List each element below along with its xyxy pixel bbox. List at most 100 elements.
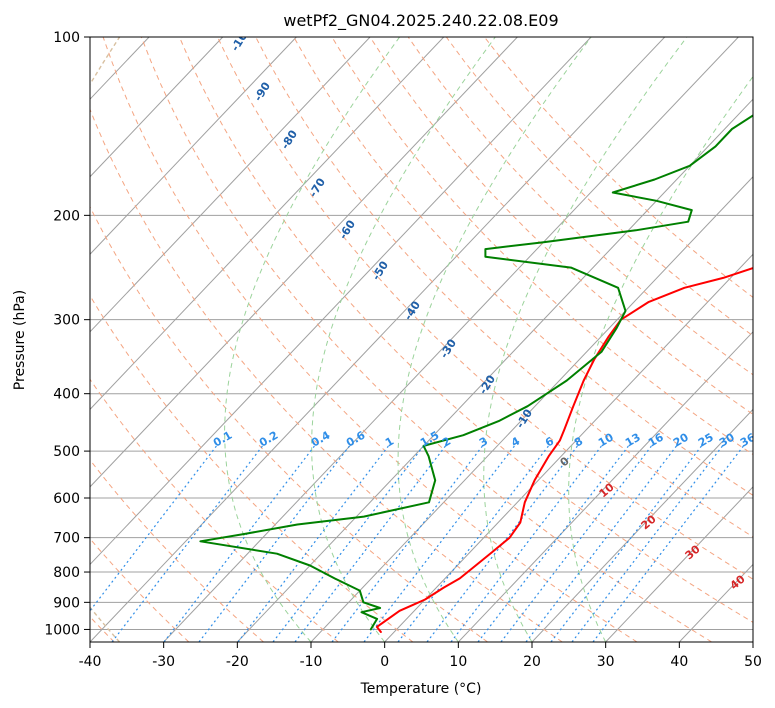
y-tick-label: 800 <box>53 565 80 581</box>
isotherm-line <box>90 37 666 642</box>
mixing-ratio-label: 3 <box>477 435 490 450</box>
dry-adiabat-label: -100 <box>229 23 255 54</box>
mixing-ratio-line <box>525 443 679 642</box>
mixing-ratio-line <box>426 443 580 642</box>
dry-adiabat-line <box>140 37 712 642</box>
mixing-ratio-line <box>163 443 317 642</box>
mixing-ratio-line <box>272 443 426 642</box>
mixing-ratio-label: 1 <box>383 435 396 450</box>
dry-adiabat-line <box>90 205 488 642</box>
y-axis-ticks: 100 200 300 400 500 600 700 800 900 1000 <box>44 30 90 638</box>
dry-adiabat-line <box>178 37 753 623</box>
y-tick-label: 700 <box>53 531 80 547</box>
mixing-ratio-line <box>477 443 631 642</box>
mixing-ratio-line <box>294 443 448 642</box>
isotherm-line <box>531 408 753 642</box>
y-tick-label: 100 <box>53 30 80 46</box>
dry-adiabat-line <box>293 37 753 496</box>
theta-e-label: 10 <box>597 480 617 500</box>
dry-adiabat-label: -70 <box>307 176 329 200</box>
mixing-ratio-line <box>111 443 265 642</box>
y-tick-label: 600 <box>53 491 80 507</box>
theta-e-label: 30 <box>683 542 703 562</box>
x-axis-ticks: -40 -30 -20 -10 0 10 20 30 40 50 <box>79 642 762 670</box>
theta-e-label: 20 <box>639 512 659 532</box>
background-lines <box>0 37 753 642</box>
x-tick-label: -30 <box>152 654 175 670</box>
dry-adiabat-line <box>255 37 753 538</box>
moist-adiabat-line <box>397 37 592 642</box>
mixing-ratio-label: 1.5 <box>418 429 441 450</box>
y-tick-label: 1000 <box>44 622 80 638</box>
mixing-ratio-line <box>550 443 704 642</box>
mixing-ratio-label: 30 <box>717 431 737 450</box>
mixing-ratio-line <box>592 443 746 642</box>
mixing-ratio-line <box>331 443 485 642</box>
x-tick-label: 20 <box>523 654 541 670</box>
dry-adiabat-label: -80 <box>279 128 301 152</box>
isotherm-line <box>384 253 753 642</box>
plot-frame <box>89 36 754 643</box>
mixing-ratio-line <box>397 443 551 642</box>
dry-adiabat-line <box>90 537 190 642</box>
mixing-ratio-line <box>363 443 517 642</box>
dry-adiabat-line <box>90 108 563 642</box>
mixing-ratio-label: 10 <box>596 431 616 450</box>
mixing-ratio-label: 4 <box>509 434 522 449</box>
x-tick-label: 0 <box>380 654 389 670</box>
x-tick-label: 40 <box>670 654 688 670</box>
dry-adiabat-line <box>331 37 753 456</box>
dry-adiabat-line <box>90 294 414 642</box>
isotherm-line <box>90 37 592 566</box>
theta-e-label: 40 <box>728 572 748 592</box>
mixing-ratio-line <box>571 443 725 642</box>
x-tick-label: 30 <box>597 654 615 670</box>
moist-adiabat-line <box>224 37 401 642</box>
dry-adiabat-label: -60 <box>337 218 359 242</box>
x-axis-label: Temperature (°C) <box>360 681 482 697</box>
isotherm-line <box>90 37 371 333</box>
chart-title: wetPf2_GN04.2025.240.22.08.E09 <box>283 11 558 31</box>
isotherm-line <box>90 37 297 256</box>
profile-lines <box>199 114 753 633</box>
x-tick-label: -20 <box>226 654 249 670</box>
y-tick-label: 200 <box>53 208 80 224</box>
mixing-ratio-label: 0.1 <box>211 429 234 450</box>
isotherm-line <box>90 37 224 178</box>
x-tick-label: 10 <box>449 654 467 670</box>
mixing-ratio-label: 20 <box>671 431 691 450</box>
y-tick-label: 400 <box>53 387 80 403</box>
isotherm-line <box>90 37 518 488</box>
y-axis-label: Pressure (hPa) <box>12 290 28 390</box>
dry-adiabat-label: -90 <box>252 80 274 104</box>
isotherm-line <box>236 98 753 642</box>
x-tick-label: -40 <box>79 654 102 670</box>
isotherm-line <box>457 331 753 642</box>
dry-adiabat-line <box>90 459 264 642</box>
isotherm-line <box>90 37 445 411</box>
dry-adiabat-line <box>407 37 753 376</box>
mixing-ratio-line <box>90 443 219 612</box>
dry-adiabat-line <box>90 378 339 642</box>
x-tick-label: 50 <box>744 654 762 670</box>
isotherm-line <box>0 37 2 642</box>
y-tick-label: 300 <box>53 313 80 329</box>
dewpoint-profile-line <box>199 114 753 631</box>
dry-adiabat-label: -20 <box>477 373 499 397</box>
mixing-ratio-line <box>450 443 604 642</box>
moist-adiabat-line <box>483 37 688 642</box>
mixing-ratio-label: 36 <box>738 431 758 450</box>
isotherm-line <box>752 641 753 642</box>
moist-adiabat-line <box>568 75 753 642</box>
mixing-ratio-line <box>198 443 352 642</box>
dry-adiabat-line <box>217 37 753 580</box>
isotherm-line <box>605 486 753 642</box>
y-tick-label: 900 <box>53 595 80 611</box>
mixing-ratio-label: 0.4 <box>309 428 333 449</box>
dry-adiabat-line <box>102 37 638 642</box>
mixing-ratio-line <box>500 443 654 642</box>
mixing-ratio-line <box>237 443 391 642</box>
mixing-ratio-label: 25 <box>696 431 716 450</box>
